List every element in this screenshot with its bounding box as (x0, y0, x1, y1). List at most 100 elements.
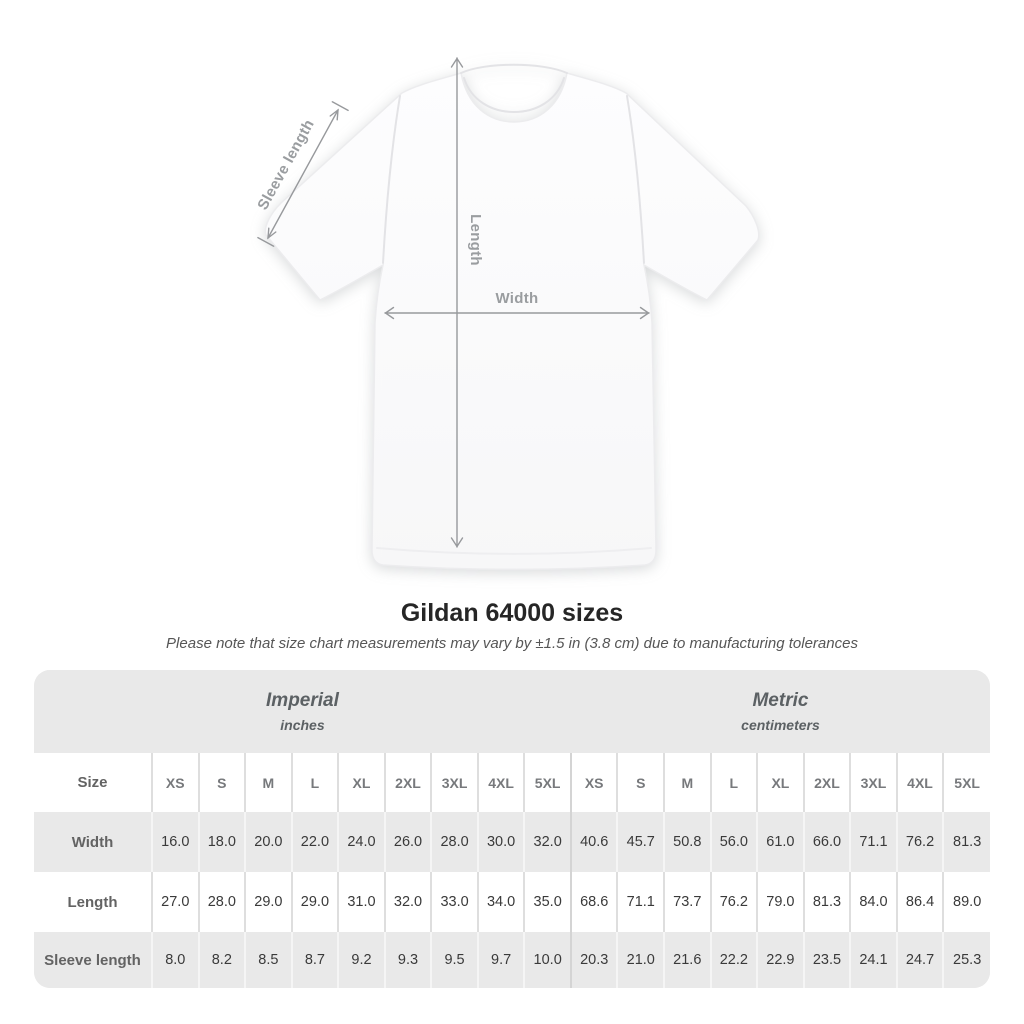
value-cell-metric: 71.1 (849, 812, 897, 872)
value-cell-metric: 61.0 (756, 812, 804, 872)
page-title: Gildan 64000 sizes (400, 599, 624, 627)
value-cell-imperial: 22.0 (290, 812, 339, 872)
value-cell-imperial: 29.0 (290, 872, 339, 932)
value-cell-metric: 24.7 (895, 932, 944, 988)
value-cell-imperial: 20.0 (244, 812, 292, 872)
value-cell-metric: 20.3 (569, 932, 618, 988)
row-label: Length (34, 872, 152, 932)
value-cell-metric: 40.6 (569, 812, 618, 872)
size-col-header-metric-m: M (663, 753, 711, 812)
row-label: Sleeve length (34, 932, 152, 988)
value-cell-imperial: 27.0 (151, 872, 199, 932)
value-cell-metric: 24.1 (849, 932, 897, 988)
size-header-row: Size XS S M L XL 2XL 3XL 4XL 5XL XS S M L XL 2XL 3XL 4XL… (34, 753, 990, 812)
value-cell-imperial: 9.5 (430, 932, 478, 988)
value-cell-imperial: 29.0 (244, 872, 292, 932)
value-cell-metric: 25.3 (942, 932, 990, 988)
right-sleeve-seam (626, 95, 645, 264)
value-cell-imperial: 8.7 (290, 932, 339, 988)
value-cell-imperial: 9.3 (383, 932, 432, 988)
table-row-length: Length 27.0 28.0 29.0 29.0 31.0 32.0 33.0 34.0 35… (34, 872, 990, 932)
value-cell-metric: 76.2 (709, 872, 758, 932)
size-col-header-metric-4xl: 4XL (895, 753, 944, 812)
size-col-header-imperial-4xl: 4XL (476, 753, 525, 812)
width-label: Width (495, 290, 538, 307)
value-cell-imperial: 8.0 (151, 932, 199, 988)
size-row-label: Size (34, 753, 152, 812)
value-cell-metric: 71.1 (616, 872, 665, 932)
metric-group-header: Metric centimeters (570, 670, 990, 753)
size-col-header-metric-xl: XL (756, 753, 804, 812)
size-col-header-metric-s: S (616, 753, 665, 812)
tshirt-measurement-diagram: Sleeve length Length Width (254, 57, 760, 571)
size-col-header-imperial-s: S (197, 753, 246, 812)
size-col-header-metric-xs: XS (569, 753, 618, 812)
size-col-header-imperial-l: L (290, 753, 339, 812)
size-col-header-metric-3xl: 3XL (849, 753, 897, 812)
tshirt-body (264, 72, 760, 571)
value-cell-metric: 86.4 (895, 872, 944, 932)
value-cell-metric: 68.6 (569, 872, 618, 932)
value-cell-imperial: 18.0 (197, 812, 246, 872)
size-col-header-imperial-3xl: 3XL (430, 753, 478, 812)
value-cell-metric: 73.7 (663, 872, 711, 932)
collar-ribbing-seam (463, 77, 565, 114)
value-cell-imperial: 34.0 (476, 872, 525, 932)
value-cell-imperial: 8.2 (197, 932, 246, 988)
value-cell-metric: 22.2 (709, 932, 758, 988)
value-cell-imperial: 35.0 (523, 872, 571, 932)
left-sleeve-seam (382, 95, 401, 264)
imperial-group-header: Imperial inches (34, 670, 571, 753)
value-cell-imperial: 28.0 (197, 872, 246, 932)
size-col-header-imperial-m: M (244, 753, 292, 812)
size-col-header-imperial-5xl: 5XL (523, 753, 571, 812)
value-cell-metric: 45.7 (616, 812, 665, 872)
size-table: Imperial inches Metric centimeters Size … (34, 670, 990, 988)
size-col-header-imperial-xs: XS (151, 753, 199, 812)
tshirt-illustration (264, 63, 760, 571)
value-cell-imperial: 9.2 (337, 932, 385, 988)
size-col-header-imperial-2xl: 2XL (383, 753, 432, 812)
value-cell-imperial: 8.5 (244, 932, 292, 988)
value-cell-imperial: 30.0 (476, 812, 525, 872)
value-cell-metric: 89.0 (942, 872, 990, 932)
row-label: Width (34, 812, 152, 872)
value-cell-metric: 76.2 (895, 812, 944, 872)
value-cell-imperial: 31.0 (337, 872, 385, 932)
metric-label: Metric (752, 690, 809, 711)
size-col-header-metric-2xl: 2XL (802, 753, 851, 812)
value-cell-metric: 79.0 (756, 872, 804, 932)
hem-seam (376, 547, 652, 555)
size-col-header-imperial-xl: XL (337, 753, 385, 812)
size-col-header-metric-l: L (709, 753, 758, 812)
value-cell-imperial: 24.0 (337, 812, 385, 872)
value-cell-imperial: 16.0 (151, 812, 199, 872)
value-cell-imperial: 32.0 (523, 812, 571, 872)
value-cell-metric: 56.0 (709, 812, 758, 872)
table-row-width: Width 16.0 18.0 20.0 22.0 24.0 26.0 28.0 30.0 32.… (34, 812, 990, 872)
value-cell-imperial: 10.0 (523, 932, 571, 988)
value-cell-metric: 22.9 (756, 932, 804, 988)
length-label: Length (467, 214, 484, 266)
size-table-grid: Imperial inches Metric centimeters Size … (34, 670, 990, 988)
value-cell-imperial: 28.0 (430, 812, 478, 872)
unit-group-header-row: Imperial inches Metric centimeters (34, 670, 990, 753)
imperial-label: Imperial (266, 690, 339, 711)
value-cell-imperial: 32.0 (383, 872, 432, 932)
value-cell-metric: 21.6 (663, 932, 711, 988)
value-cell-metric: 21.0 (616, 932, 665, 988)
value-cell-metric: 81.3 (802, 872, 851, 932)
metric-unit: centimeters (741, 717, 820, 733)
value-cell-imperial: 9.7 (476, 932, 525, 988)
value-cell-metric: 84.0 (849, 872, 897, 932)
tolerance-note: Please note that size chart measurements… (166, 635, 858, 652)
table-row-sleeve-length: Sleeve length 8.0 8.2 8.5 8.7 9.2 9.3 9.5 9.7 10.… (34, 932, 990, 988)
sleeve-length-arrow (257, 101, 349, 247)
collar-back-seam (460, 63, 568, 74)
value-cell-metric: 23.5 (802, 932, 851, 988)
value-cell-metric: 66.0 (802, 812, 851, 872)
value-cell-imperial: 33.0 (430, 872, 478, 932)
value-cell-metric: 50.8 (663, 812, 711, 872)
size-col-header-metric-5xl: 5XL (942, 753, 990, 812)
